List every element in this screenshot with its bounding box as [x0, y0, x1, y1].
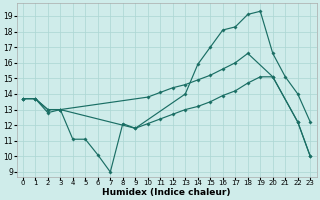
X-axis label: Humidex (Indice chaleur): Humidex (Indice chaleur) — [102, 188, 231, 197]
